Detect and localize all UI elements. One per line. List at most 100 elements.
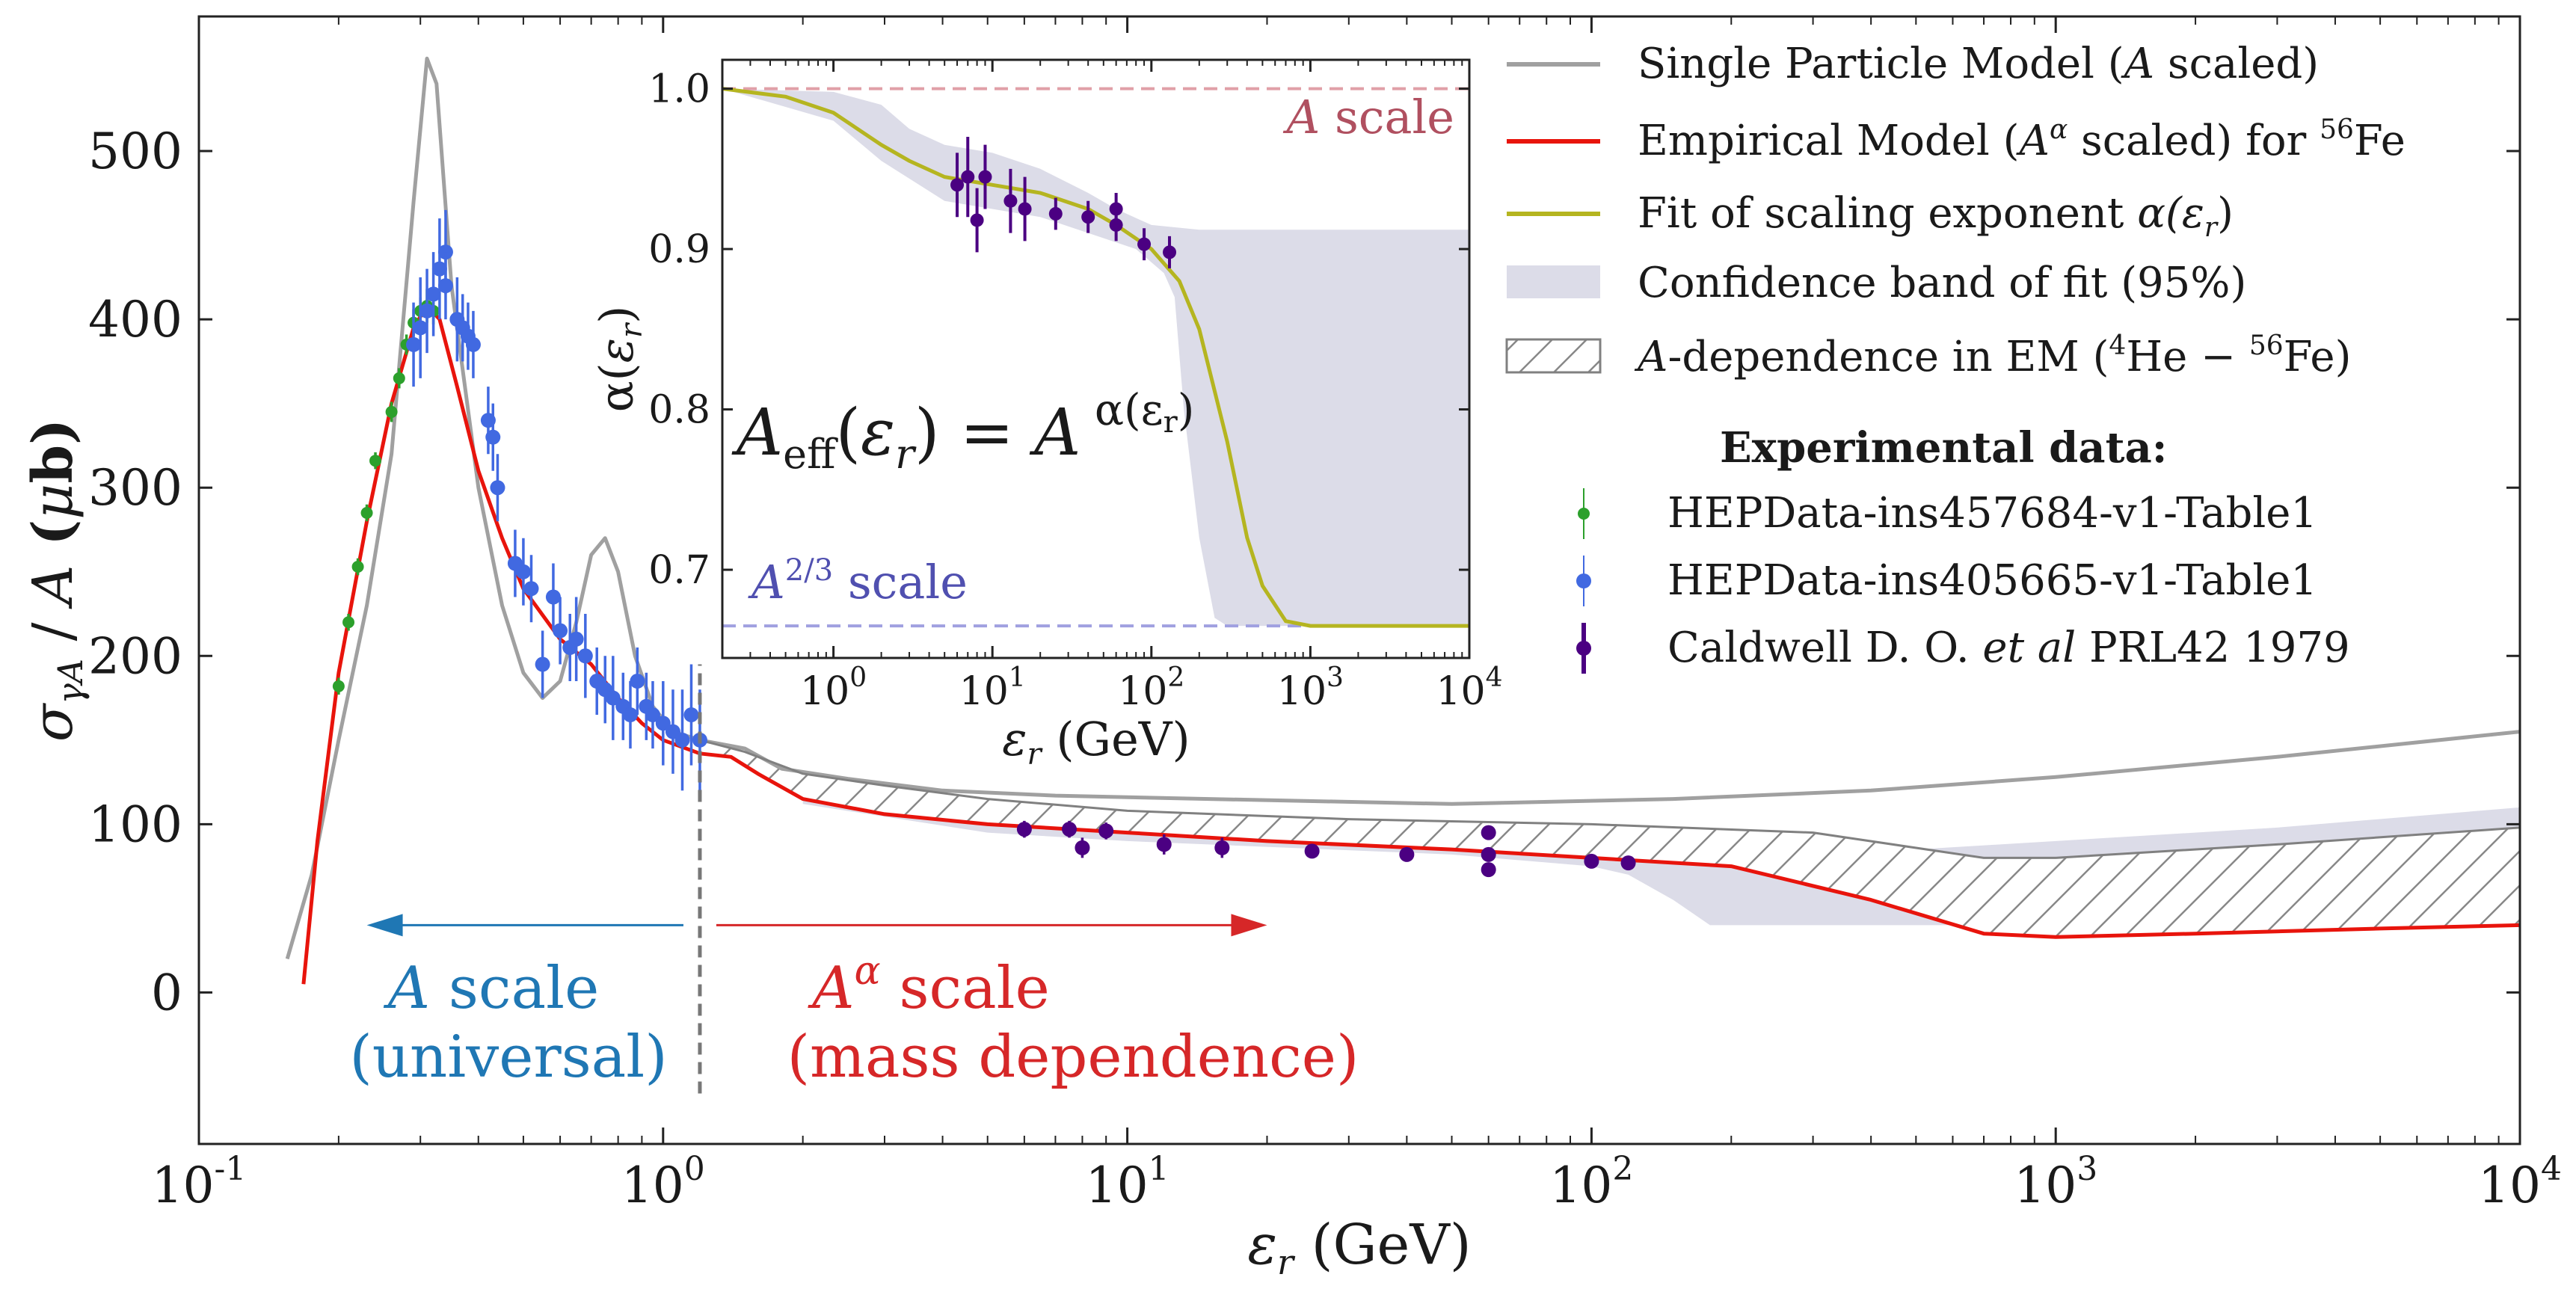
label-math: A [1282, 90, 1320, 144]
legend-sup: 56 [2320, 114, 2354, 145]
legend-math: α(ε [2137, 189, 2204, 238]
inset-caldwell-point [978, 144, 992, 209]
point-marker [645, 707, 660, 723]
inset-y-axis-label: α(εr) [589, 306, 649, 413]
point-marker [683, 707, 699, 723]
point-marker [655, 716, 671, 731]
legend-label-2: Empirical Model (Aα scaled) for 56Fe [1638, 114, 2406, 165]
legend-text: Fe [2354, 117, 2406, 165]
hepdata-405665-point [535, 630, 550, 698]
x-tick-label: 100 [621, 1150, 705, 1214]
caldwell-point [1214, 837, 1230, 858]
legend-text: Empirical Model ( [1638, 117, 2019, 165]
label-math: A [748, 555, 785, 609]
point-marker [385, 405, 398, 418]
hepdata-405665-point [674, 689, 690, 791]
hepdata-405665-point [437, 252, 453, 320]
single-particle-model-line [285, 56, 2520, 960]
formula-exp: α(ε [1080, 384, 1163, 435]
hepdata-405665-point [683, 664, 699, 766]
y-tick-label: 400 [88, 291, 182, 348]
point-marker [360, 506, 373, 519]
inset-confidence-band [722, 88, 1469, 627]
caldwell-point [1304, 843, 1320, 859]
em-dependence-hatch-area [700, 739, 2520, 938]
hepdata-457684-point [342, 614, 355, 631]
legend-math: et al [1982, 624, 2076, 672]
legend-text: He − [2126, 333, 2249, 381]
main-y-axis-label: σγA / A (μb) [21, 419, 90, 742]
formula-eq: ) = [914, 396, 1034, 470]
label-text: scale [1320, 90, 1454, 144]
point-marker [406, 336, 422, 352]
tick-base: 10 [2014, 1157, 2077, 1214]
point-marker [465, 336, 481, 352]
formula-sub-r: r [895, 431, 917, 478]
legend-math: A [1634, 333, 1667, 381]
legend-text: -dependence in EM ( [1667, 333, 2109, 381]
point-marker [1137, 237, 1152, 251]
caldwell-point [1156, 834, 1172, 855]
legend-text: scaled) [2154, 40, 2319, 88]
tick-exponent: 0 [849, 662, 867, 693]
caldwell-point [1620, 855, 1636, 871]
tick-base: 10 [1436, 669, 1485, 714]
a-scale-sublabel: (universal) [349, 1024, 667, 1091]
point-marker [978, 170, 992, 184]
inset-caldwell-point [970, 188, 984, 253]
legend-text: Fit of scaling exponent [1638, 189, 2137, 238]
legend-sup: α [2050, 114, 2068, 145]
hepdata-405665-point [490, 454, 505, 522]
a-scale-reference-label: A scale [1282, 90, 1454, 144]
x-tick-label: 10-1 [152, 1150, 247, 1214]
hepdata-405665-point [485, 403, 501, 471]
y-tick-label: 100 [88, 796, 182, 853]
tick-exponent: -1 [215, 1150, 247, 1188]
main-x-axis-label: εr (GeV) [1247, 1213, 1471, 1282]
hepdata-405665-point [507, 529, 523, 597]
legend-data-label-2: HEPData-ins405665-v1-Table1 [1667, 556, 2317, 605]
point-marker [1481, 825, 1496, 840]
a-scale-arrowhead [366, 914, 403, 937]
inset-caldwell-point [1109, 193, 1123, 225]
point-marker [1620, 855, 1636, 871]
tick-base: 10 [800, 669, 849, 714]
main-annotations-layer: A scale(universal)Aα scale(mass dependen… [349, 664, 1359, 1094]
point-marker [545, 589, 561, 605]
y-tick-label: 300 [88, 459, 182, 517]
point-marker [1098, 823, 1114, 839]
tick-base: 10 [1549, 1157, 1612, 1214]
tick-exponent: 3 [1327, 662, 1344, 693]
a-two-thirds-reference-label: A2/3 scale [748, 553, 968, 609]
hepdata-405665-point [622, 681, 638, 749]
inset-x-tick-label: 101 [959, 662, 1026, 714]
point-marker [1062, 822, 1078, 837]
formula-eps: ε [861, 396, 895, 470]
x-tick-label: 104 [2478, 1150, 2562, 1214]
point-marker [622, 707, 638, 723]
point-marker [535, 656, 550, 672]
tick-exponent: 4 [1486, 662, 1503, 693]
legend-label-1: Single Particle Model (A scaled) [1638, 40, 2319, 88]
legend-point-swatch [1578, 508, 1590, 520]
hepdata-457684-point [351, 558, 364, 576]
hepdata-405665-point [523, 555, 539, 623]
point-marker [630, 674, 645, 689]
point-marker [1399, 846, 1415, 862]
inset-x-tick-label: 100 [800, 662, 867, 714]
legend-text: Fe) [2284, 333, 2352, 381]
x-tick-label: 102 [1549, 1150, 1633, 1214]
inset-y-tick-label: 1.0 [648, 67, 710, 112]
tick-base: 10 [959, 669, 1009, 714]
point-marker [523, 581, 539, 597]
point-marker [351, 560, 364, 573]
point-marker [950, 178, 965, 192]
formula-a2: A [1029, 396, 1080, 470]
legend-math: A [2015, 117, 2049, 165]
caldwell-point [1399, 846, 1415, 862]
inset-caldwell-point [1018, 176, 1032, 242]
point-marker [369, 455, 382, 467]
a-alpha-math: A [808, 955, 854, 1022]
